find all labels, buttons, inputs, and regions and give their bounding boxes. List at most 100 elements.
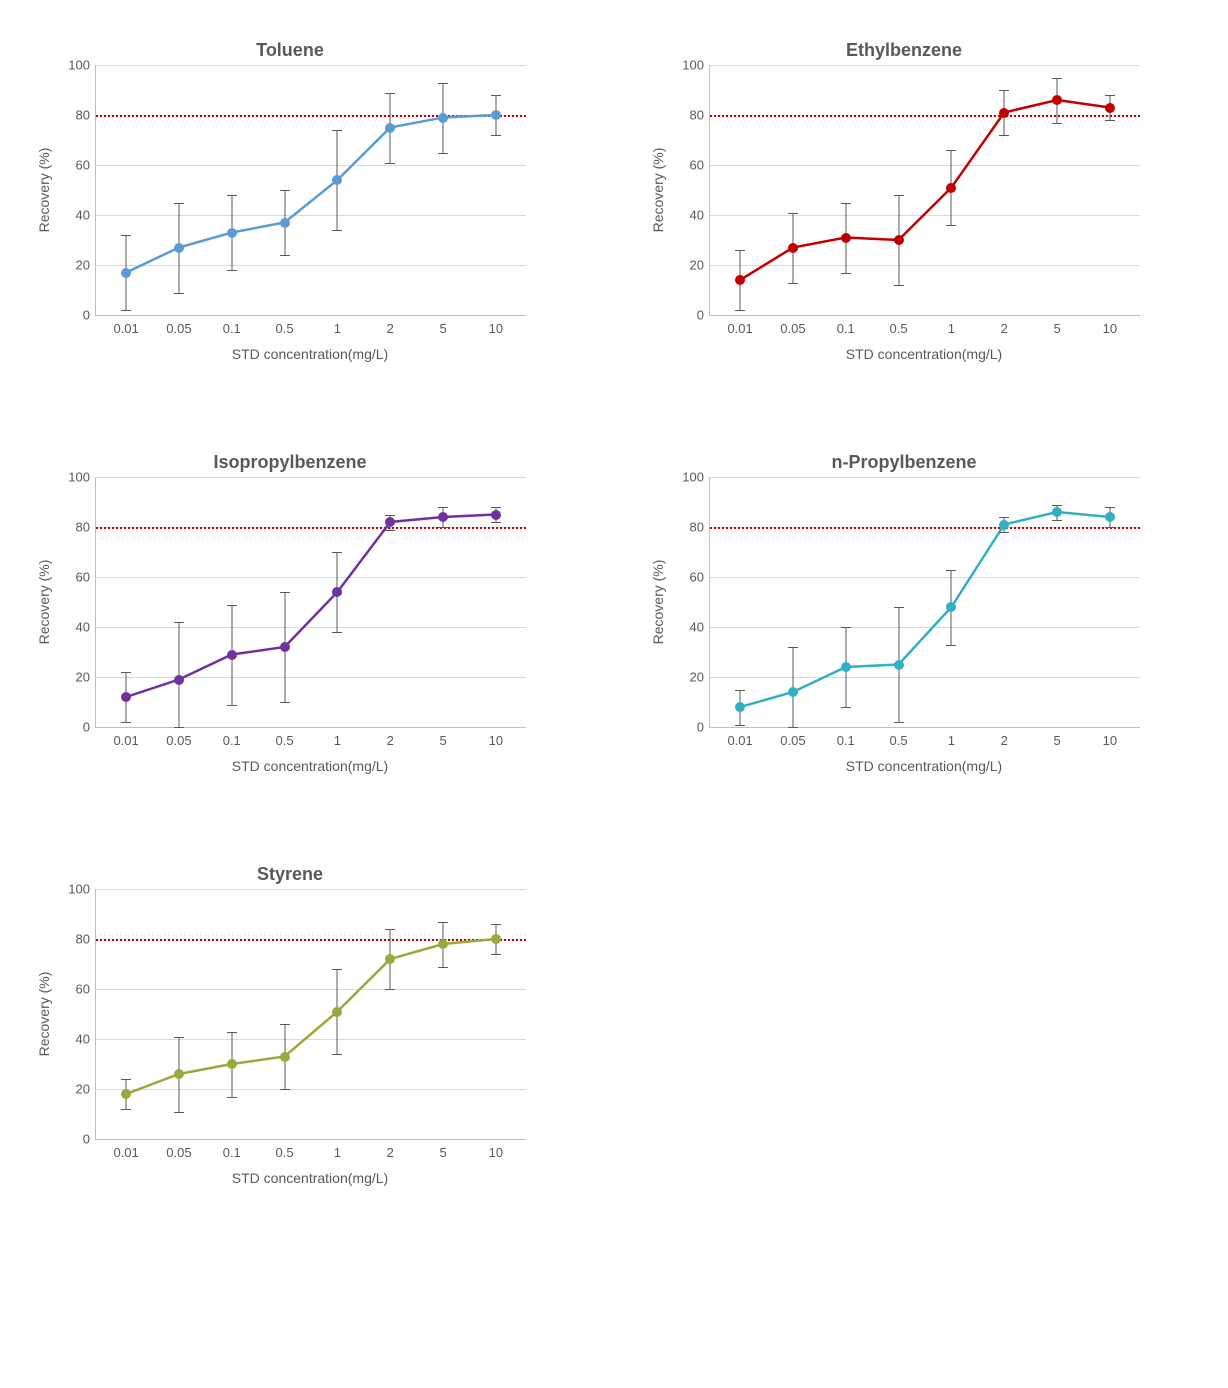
data-point bbox=[1052, 507, 1062, 517]
data-point bbox=[1052, 95, 1062, 105]
y-tick-label: 100 bbox=[682, 470, 710, 485]
data-point bbox=[491, 510, 501, 520]
error-cap bbox=[999, 135, 1009, 136]
x-tick-label: 5 bbox=[439, 1139, 446, 1160]
data-point bbox=[280, 218, 290, 228]
error-cap bbox=[121, 1079, 131, 1080]
chart-panel: Isopropylbenzene020406080100Recovery (%)… bbox=[40, 452, 540, 774]
error-cap bbox=[1052, 520, 1062, 521]
x-tick-label: 1 bbox=[948, 315, 955, 336]
error-cap bbox=[999, 532, 1009, 533]
y-tick-label: 100 bbox=[68, 470, 96, 485]
x-tick-label: 0.01 bbox=[727, 727, 752, 748]
data-point bbox=[841, 233, 851, 243]
plot-area: 020406080100Recovery (%)0.010.050.10.512… bbox=[95, 477, 526, 728]
error-cap bbox=[841, 273, 851, 274]
x-tick-label: 5 bbox=[1053, 315, 1060, 336]
x-tick-label: 2 bbox=[387, 1139, 394, 1160]
plot-area: 020406080100Recovery (%)0.010.050.10.512… bbox=[709, 65, 1140, 316]
y-tick-label: 60 bbox=[76, 982, 96, 997]
error-cap bbox=[1105, 527, 1115, 528]
series-line bbox=[96, 889, 526, 1139]
data-point bbox=[999, 520, 1009, 530]
error-cap bbox=[280, 1089, 290, 1090]
chart-panel: n-Propylbenzene020406080100Recovery (%)0… bbox=[654, 452, 1154, 774]
x-tick-label: 0.05 bbox=[166, 1139, 191, 1160]
y-tick-label: 80 bbox=[76, 932, 96, 947]
data-point bbox=[121, 268, 131, 278]
error-cap bbox=[491, 924, 501, 925]
data-point bbox=[438, 939, 448, 949]
x-tick-label: 0.5 bbox=[276, 1139, 294, 1160]
x-tick-label: 2 bbox=[387, 315, 394, 336]
error-cap bbox=[841, 203, 851, 204]
x-tick-label: 0.05 bbox=[780, 315, 805, 336]
y-tick-label: 60 bbox=[690, 158, 710, 173]
error-cap bbox=[438, 967, 448, 968]
x-tick-label: 0.1 bbox=[837, 315, 855, 336]
x-tick-label: 10 bbox=[489, 1139, 503, 1160]
error-cap bbox=[385, 93, 395, 94]
x-tick-label: 0.01 bbox=[113, 727, 138, 748]
error-cap bbox=[121, 1109, 131, 1110]
error-cap bbox=[280, 255, 290, 256]
y-tick-label: 100 bbox=[682, 58, 710, 73]
error-cap bbox=[894, 607, 904, 608]
series-line bbox=[710, 65, 1140, 315]
y-tick-label: 60 bbox=[690, 570, 710, 585]
data-point bbox=[227, 1059, 237, 1069]
error-cap bbox=[1052, 78, 1062, 79]
data-point bbox=[280, 1052, 290, 1062]
data-point bbox=[438, 113, 448, 123]
x-axis-label: STD concentration(mg/L) bbox=[95, 346, 525, 362]
x-tick-label: 5 bbox=[439, 727, 446, 748]
series-line bbox=[710, 477, 1140, 727]
x-tick-label: 1 bbox=[334, 315, 341, 336]
error-cap bbox=[174, 622, 184, 623]
data-point bbox=[894, 235, 904, 245]
y-axis-label: Recovery (%) bbox=[36, 148, 52, 233]
error-cap bbox=[280, 190, 290, 191]
error-cap bbox=[999, 517, 1009, 518]
y-tick-label: 0 bbox=[697, 720, 710, 735]
data-point bbox=[788, 687, 798, 697]
chart-title: Ethylbenzene bbox=[654, 40, 1154, 61]
error-cap bbox=[332, 1054, 342, 1055]
chart-panel: Styrene020406080100Recovery (%)0.010.050… bbox=[40, 864, 540, 1186]
error-cap bbox=[174, 293, 184, 294]
x-axis-label: STD concentration(mg/L) bbox=[95, 758, 525, 774]
error-cap bbox=[385, 163, 395, 164]
plot-area: 020406080100Recovery (%)0.010.050.10.512… bbox=[95, 65, 526, 316]
y-tick-label: 60 bbox=[76, 570, 96, 585]
data-point bbox=[174, 675, 184, 685]
y-tick-label: 0 bbox=[83, 308, 96, 323]
error-cap bbox=[438, 922, 448, 923]
series-line bbox=[96, 65, 526, 315]
data-point bbox=[946, 183, 956, 193]
y-tick-label: 40 bbox=[76, 1032, 96, 1047]
x-tick-label: 0.1 bbox=[837, 727, 855, 748]
data-point bbox=[174, 243, 184, 253]
series-line bbox=[96, 477, 526, 727]
y-tick-label: 0 bbox=[83, 720, 96, 735]
error-cap bbox=[174, 1037, 184, 1038]
x-tick-label: 0.01 bbox=[113, 315, 138, 336]
chart-title: Toluene bbox=[40, 40, 540, 61]
y-axis-label: Recovery (%) bbox=[650, 560, 666, 645]
error-cap bbox=[121, 722, 131, 723]
y-tick-label: 40 bbox=[76, 620, 96, 635]
error-cap bbox=[788, 213, 798, 214]
error-cap bbox=[438, 83, 448, 84]
error-cap bbox=[121, 235, 131, 236]
error-cap bbox=[332, 969, 342, 970]
y-axis-label: Recovery (%) bbox=[36, 560, 52, 645]
x-tick-label: 0.01 bbox=[113, 1139, 138, 1160]
chart-title: Styrene bbox=[40, 864, 540, 885]
error-cap bbox=[946, 570, 956, 571]
error-cap bbox=[121, 310, 131, 311]
y-tick-label: 20 bbox=[76, 1082, 96, 1097]
x-tick-label: 0.5 bbox=[890, 727, 908, 748]
error-cap bbox=[227, 1097, 237, 1098]
error-cap bbox=[438, 153, 448, 154]
y-tick-label: 20 bbox=[690, 258, 710, 273]
